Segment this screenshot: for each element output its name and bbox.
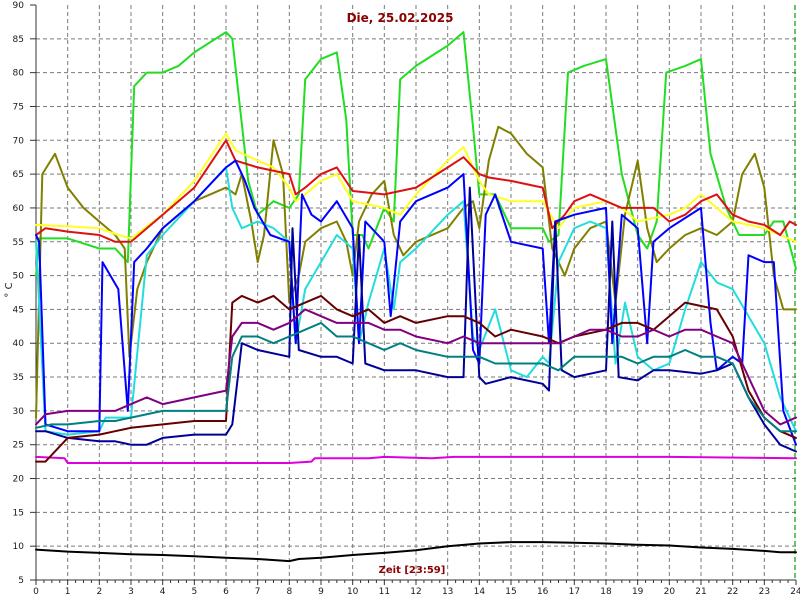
y-tick-label: 55 [13,238,24,248]
x-tick-label: 7 [255,587,261,597]
x-tick-label: 5 [191,587,197,597]
x-tick-label: 2 [96,587,102,597]
y-tick-label: 10 [13,542,25,552]
y-tick-label: 90 [13,1,25,11]
x-tick-label: 15 [505,587,516,597]
x-tick-label: 16 [537,587,549,597]
series-line-11 [35,321,797,433]
x-tick-label: 0 [33,587,39,597]
x-tick-label: 24 [790,587,800,597]
x-tick-label: 18 [600,587,612,597]
x-axis-label: Zeit [23:59] [379,565,446,576]
series-line-4 [35,132,797,243]
series-line-1 [35,455,797,464]
series-line-10 [35,308,797,426]
series-line-9 [35,294,797,463]
x-tick-label: 17 [569,587,580,597]
series-line-8 [35,186,797,453]
series-line-2 [35,31,797,277]
y-tick-label: 20 [13,475,25,485]
y-tick-label: 5 [18,576,24,586]
series-line-3 [35,125,797,419]
y-tick-label: 65 [13,170,24,180]
x-tick-label: 1 [65,587,71,597]
y-tick-label: 80 [13,69,25,79]
y-tick-label: 40 [13,339,25,349]
y-tick-label: 35 [13,373,24,383]
grid [36,5,796,580]
x-tick-label: 22 [727,587,738,597]
tick-labels: 0 1 2 3 4 5 6 7 8 9 10 11 12 13 14 15 16 17 18 19 20 21 22 23 24… [13,1,800,597]
y-tick-label: 60 [13,204,25,214]
y-tick-label: 15 [13,508,24,518]
x-tick-label: 20 [664,587,676,597]
series-line-5 [35,139,797,243]
x-tick-label: 19 [632,587,644,597]
x-tick-label: 10 [347,587,359,597]
x-tick-label: 6 [223,587,229,597]
y-tick-label: 25 [13,441,24,451]
series-group [35,31,797,563]
x-tick-label: 12 [410,587,421,597]
y-tick-label: 75 [13,102,24,112]
x-tick-label: 23 [759,587,770,597]
x-tick-label: 8 [286,587,292,597]
chart-title: Die, 25.02.2025 [347,11,454,25]
y-tick-label: 50 [13,272,25,282]
x-tick-label: 9 [318,587,324,597]
series-line-7 [35,159,797,446]
y-axis-label: ° C [4,282,15,297]
x-tick-label: 11 [379,587,390,597]
series-line-0 [35,541,797,563]
x-tick-label: 21 [695,587,706,597]
y-tick-label: 70 [13,136,25,146]
y-tick-label: 30 [13,407,25,417]
x-tick-label: 14 [474,587,486,597]
x-tick-label: 4 [160,587,166,597]
y-tick-label: 45 [13,305,24,315]
x-tick-label: 3 [128,587,134,597]
y-tick-label: 85 [13,35,24,45]
axes [30,4,797,585]
x-tick-label: 13 [442,587,453,597]
